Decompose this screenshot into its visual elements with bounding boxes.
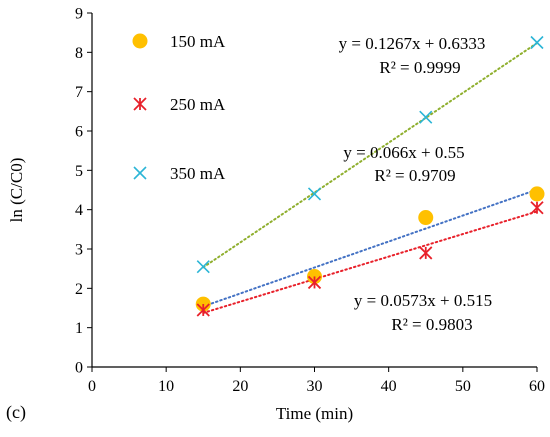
y-axis-label: ln (C/C0) [7, 158, 26, 223]
x-tick-label: 10 [158, 378, 174, 395]
point-350-ma-stroke [530, 35, 544, 50]
y-tick-label: 9 [75, 6, 83, 23]
x-tick-label: 0 [88, 378, 96, 395]
trendline-r-squared: R² = 0.9709 [374, 166, 455, 185]
axes: 0 1 2 3 4 5 6 7 8 9 0 10 20 30 40 50 60 [75, 6, 545, 396]
y-tick-label: 6 [75, 124, 83, 141]
point-150-ma [418, 210, 434, 226]
trendline-250-ma [202, 210, 538, 314]
x-tick-label: 60 [529, 378, 545, 395]
point-350-ma [196, 260, 210, 274]
point-350-ma [419, 110, 433, 124]
x-tick-label: 50 [455, 378, 471, 395]
y-tick-label: 7 [75, 84, 83, 101]
legend-marker-250-ma [133, 97, 147, 111]
trendline-equations: y = 0.066x + 0.55 R² = 0.9709 y = 0.0573x … [339, 34, 492, 334]
legend-label: 350 mA [170, 164, 226, 183]
point-350-ma-stroke [419, 110, 433, 124]
y-tick-label: 2 [75, 281, 83, 298]
trendline-r-squared: R² = 0.9803 [391, 315, 472, 334]
point-350-ma [530, 35, 544, 50]
legend-marker-350-ma [133, 166, 147, 180]
y-tick-label: 4 [75, 202, 83, 219]
trendline-equation: y = 0.066x + 0.55 [343, 143, 464, 162]
trendline-equation: y = 0.1267x + 0.6333 [339, 34, 486, 53]
legend: 150 mA 250 mA 350 mA [132, 32, 226, 183]
point-250-ma [530, 201, 544, 215]
legend-marker-150-ma [132, 33, 148, 49]
y-tick-label: 3 [75, 242, 83, 259]
panel-label: (c) [6, 402, 26, 423]
legend-label: 250 mA [170, 95, 226, 114]
legend-label: 150 mA [170, 32, 226, 51]
y-tick-label: 8 [75, 45, 83, 62]
y-tick-label: 1 [75, 320, 83, 337]
trendline-r-squared: R² = 0.9999 [379, 58, 460, 77]
x-tick-label: 40 [381, 378, 397, 395]
point-350-ma-stroke [307, 187, 322, 201]
point-150-ma [529, 186, 545, 202]
trendline-equation: y = 0.0573x + 0.515 [354, 291, 492, 310]
x-tick-label: 20 [232, 378, 248, 395]
point-350-ma [307, 187, 322, 201]
point-250-ma [196, 303, 210, 317]
point-250-ma [307, 275, 322, 290]
trendline-150-ma [202, 188, 538, 308]
legend-marker-350-ma-stroke [133, 166, 147, 180]
x-axis-label: Time (min) [276, 404, 353, 423]
y-tick-label: 5 [75, 163, 83, 180]
point-250-ma [419, 246, 433, 260]
trendline-350-ma [202, 42, 538, 269]
y-tick-label: 0 [75, 360, 83, 377]
point-350-ma-stroke [196, 260, 210, 274]
x-tick-label: 30 [307, 378, 323, 395]
data-points [195, 35, 545, 317]
trendlines [202, 42, 538, 314]
